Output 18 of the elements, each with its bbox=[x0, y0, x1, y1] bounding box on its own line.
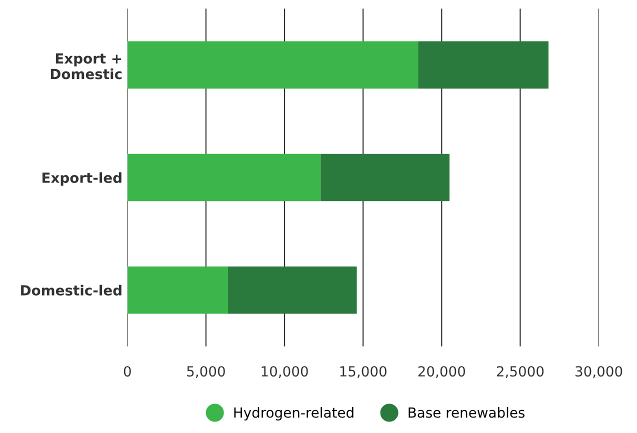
bar bbox=[127, 154, 321, 202]
x-tick-label: 20,000 bbox=[418, 366, 466, 378]
x-tick-label: 5,000 bbox=[187, 366, 225, 378]
x-tick-label: 30,000 bbox=[576, 366, 622, 378]
y-tick-label: Export + Domestic bbox=[50, 53, 122, 80]
y-tick-label: Export-led bbox=[42, 172, 122, 186]
bar bbox=[127, 41, 418, 89]
x-tick-label: 15,000 bbox=[340, 366, 386, 378]
bar bbox=[127, 266, 228, 314]
legend-label: Hydrogen-related bbox=[234, 407, 354, 420]
legend-label: Base renewables bbox=[408, 407, 525, 418]
y-tick-label: Domestic-led bbox=[21, 284, 122, 296]
x-tick-label: 0 bbox=[124, 366, 131, 377]
bar bbox=[228, 266, 357, 314]
bar bbox=[418, 41, 548, 89]
x-tick-label: 2,5000 bbox=[496, 366, 544, 378]
bar bbox=[320, 154, 450, 202]
x-tick-label: 10,000 bbox=[262, 366, 308, 378]
